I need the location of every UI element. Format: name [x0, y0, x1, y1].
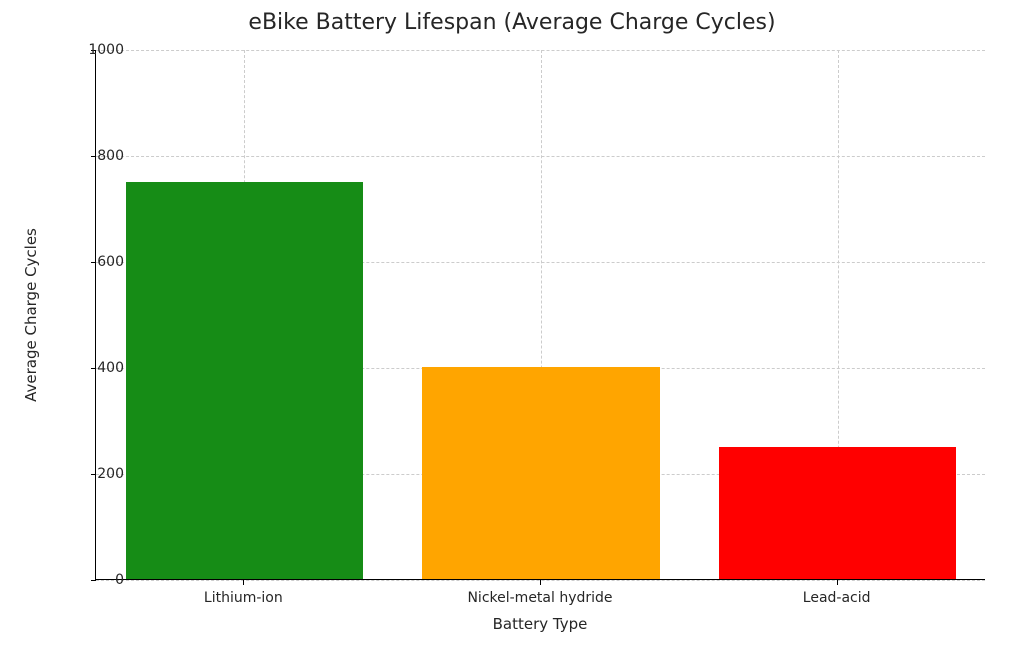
y-tick-label: 400: [74, 360, 124, 376]
chart-container: Battery Type Lithium-ionNickel-metal hyd…: [95, 50, 985, 580]
y-tick-label: 200: [74, 466, 124, 482]
x-tick-label: Lead-acid: [803, 590, 871, 606]
bar: [422, 367, 659, 579]
y-tick-label: 800: [74, 148, 124, 164]
bar: [719, 447, 956, 580]
y-tick-label: 1000: [74, 42, 124, 58]
x-tick-mark: [837, 580, 838, 585]
y-tick-label: 600: [74, 254, 124, 270]
x-axis-label: Battery Type: [95, 615, 985, 633]
bar: [126, 182, 363, 580]
x-tick-label: Lithium-ion: [204, 590, 283, 606]
plot-area: [95, 50, 985, 580]
x-tick-mark: [243, 580, 244, 585]
y-axis-label: Average Charge Cycles: [22, 228, 40, 402]
y-tick-label: 0: [74, 572, 124, 588]
x-tick-label: Nickel-metal hydride: [467, 590, 612, 606]
chart-title: eBike Battery Lifespan (Average Charge C…: [0, 10, 1024, 35]
x-tick-mark: [540, 580, 541, 585]
